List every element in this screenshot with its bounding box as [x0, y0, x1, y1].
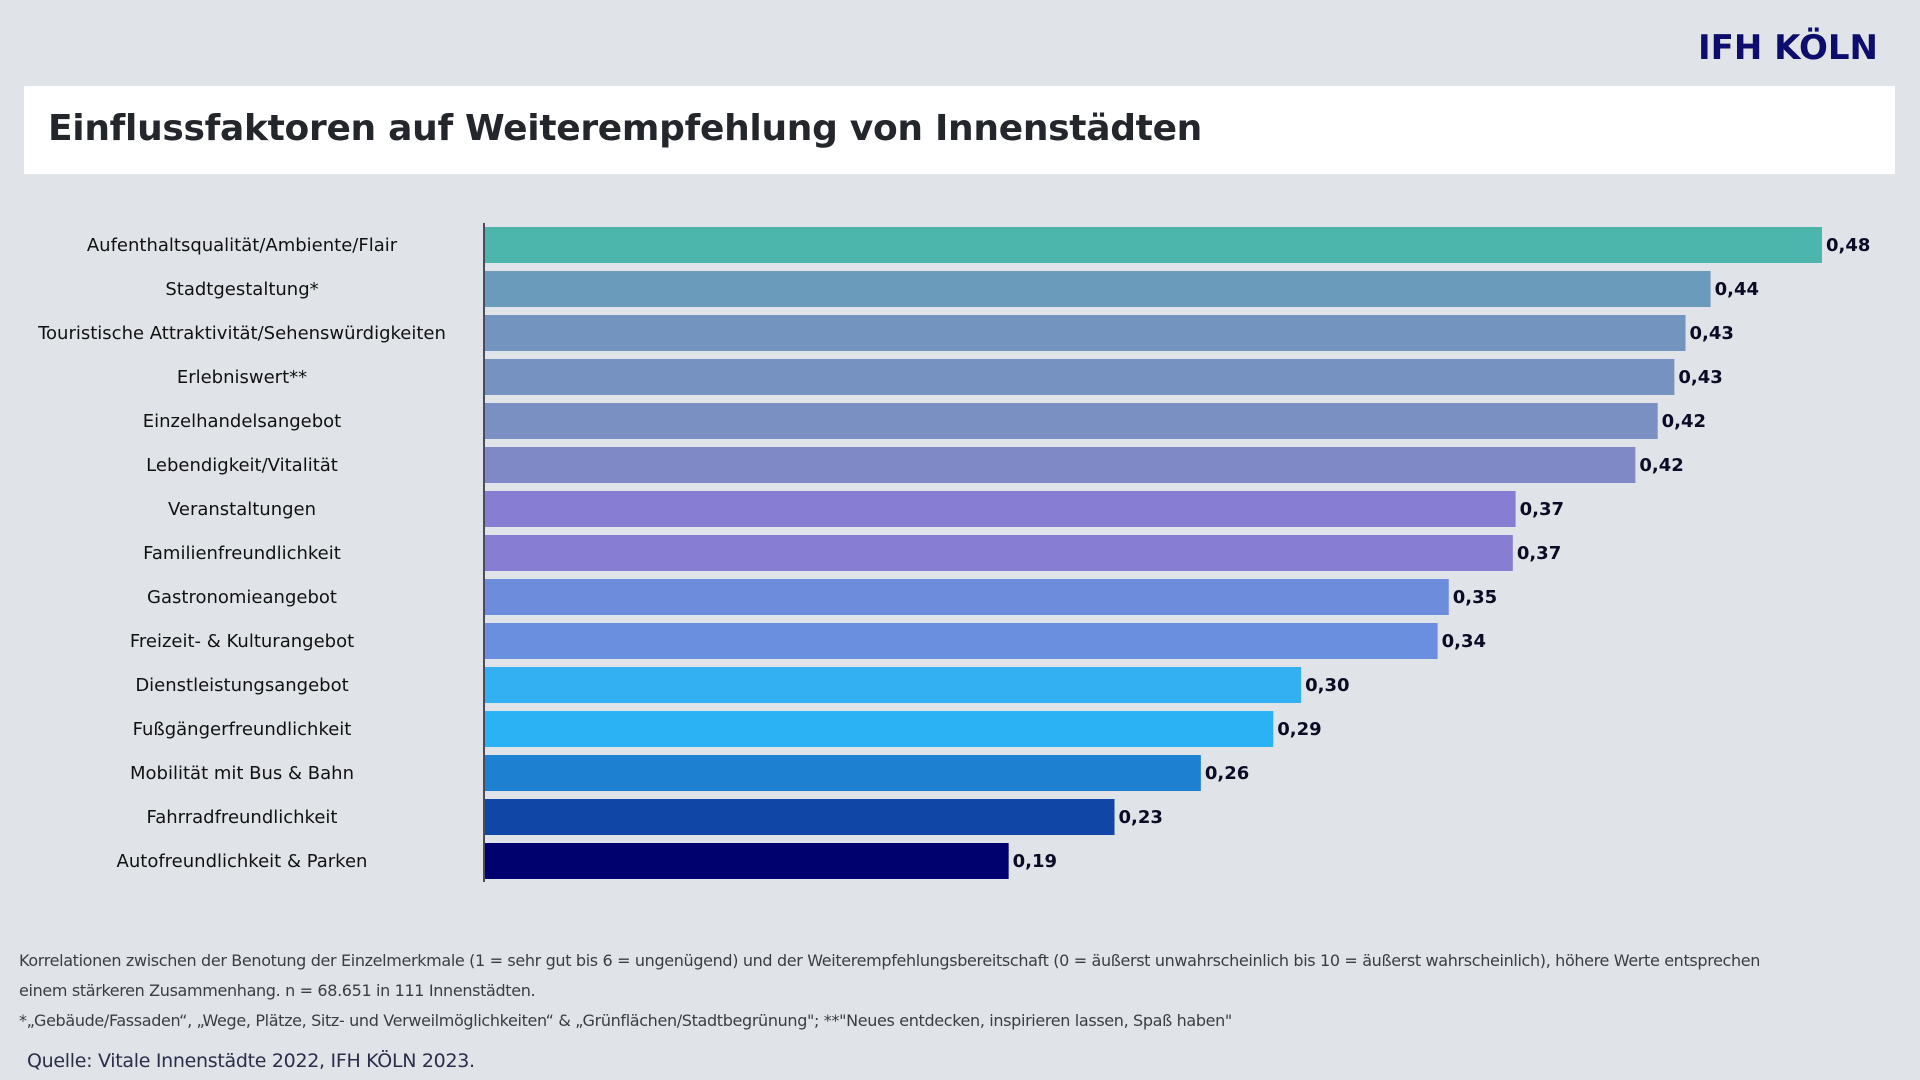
- bar: [485, 667, 1302, 703]
- bar: [485, 623, 1438, 659]
- bar: [485, 843, 1009, 879]
- bar: [485, 447, 1636, 483]
- bar: [485, 535, 1513, 571]
- footnote-line: Korrelationen zwischen der Benotung der …: [19, 951, 1761, 970]
- value-label: 0,43: [1690, 323, 1734, 344]
- category-label: Erlebniswert**: [177, 367, 307, 388]
- value-label: 0,35: [1453, 587, 1497, 608]
- bar: [485, 227, 1822, 263]
- category-labels: Aufenthaltsqualität/Ambiente/Flair Stadtg…: [37, 235, 446, 872]
- bars-layer: [485, 227, 1822, 879]
- category-label: Veranstaltungen: [168, 499, 316, 520]
- category-label: Autofreundlichkeit & Parken: [117, 851, 368, 872]
- category-label: Stadtgestaltung*: [165, 279, 318, 300]
- value-label: 0,37: [1517, 543, 1561, 564]
- bar: [485, 359, 1675, 395]
- category-label: Fahrradfreundlichkeit: [147, 807, 338, 828]
- value-label: 0,29: [1277, 719, 1321, 740]
- category-label: Freizeit- & Kulturangebot: [130, 631, 354, 652]
- category-label: Einzelhandelsangebot: [143, 411, 341, 432]
- value-label: 0,43: [1678, 367, 1722, 388]
- value-label: 0,44: [1715, 279, 1759, 300]
- bar: [485, 711, 1274, 747]
- value-label: 0,37: [1520, 499, 1564, 520]
- value-label: 0,42: [1639, 455, 1683, 476]
- ifh-koeln-logo: IFH KÖLN: [1698, 28, 1879, 68]
- value-labels: 0,48 0,44 0,43 0,43 0,42 0,42 0,37 0,37 0,35 0,34…: [1013, 235, 1871, 872]
- title-box: Einflussfaktoren auf Weiterempfehlung vo…: [24, 86, 1895, 174]
- bar: [485, 491, 1516, 527]
- category-label: Dienstleistungsangebot: [135, 675, 348, 696]
- footnote-line: *„Gebäude/Fassaden“, „Wege, Plätze, Sitz…: [19, 1011, 1232, 1030]
- bar: [485, 579, 1449, 615]
- bar: [485, 755, 1201, 791]
- category-label: Familienfreundlichkeit: [143, 543, 341, 564]
- category-label: Mobilität mit Bus & Bahn: [130, 763, 354, 784]
- value-label: 0,23: [1119, 807, 1163, 828]
- value-label: 0,26: [1205, 763, 1249, 784]
- footnote: Korrelationen zwischen der Benotung der …: [19, 946, 1909, 1036]
- bar: [485, 315, 1686, 351]
- bar: [485, 271, 1711, 307]
- category-label: Touristische Attraktivität/Sehenswürdigk…: [37, 323, 446, 344]
- category-label: Aufenthaltsqualität/Ambiente/Flair: [87, 235, 398, 256]
- value-label: 0,42: [1662, 411, 1706, 432]
- page-title: Einflussfaktoren auf Weiterempfehlung vo…: [48, 108, 1203, 149]
- category-label: Lebendigkeit/Vitalität: [146, 455, 338, 476]
- category-label: Gastronomieangebot: [147, 587, 337, 608]
- value-label: 0,30: [1305, 675, 1349, 696]
- bar: [485, 403, 1658, 439]
- source-note: Quelle: Vitale Innenstädte 2022, IFH KÖL…: [27, 1050, 475, 1072]
- value-label: 0,19: [1013, 851, 1057, 872]
- category-label: Fußgängerfreundlichkeit: [133, 719, 352, 740]
- bar: [485, 799, 1115, 835]
- value-label: 0,48: [1826, 235, 1870, 256]
- footnote-line: einem stärkeren Zusammenhang. n = 68.651…: [19, 981, 536, 1000]
- value-label: 0,34: [1442, 631, 1486, 652]
